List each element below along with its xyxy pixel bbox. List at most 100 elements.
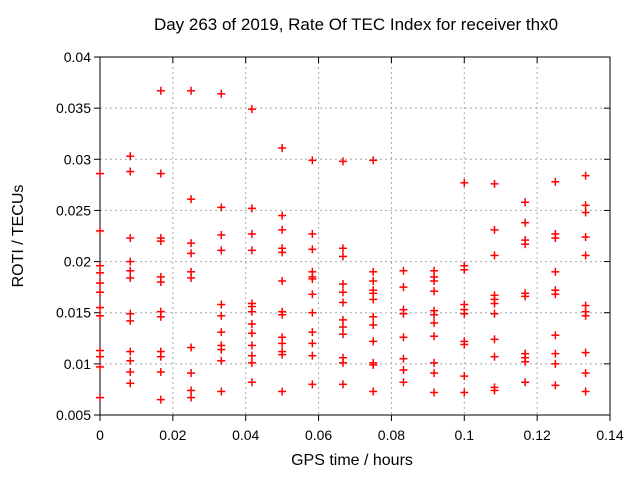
data-point [126, 273, 135, 282]
data-point [187, 249, 196, 258]
data-point [430, 287, 439, 296]
data-point [430, 358, 439, 367]
data-point [278, 144, 287, 153]
data-point [278, 387, 287, 396]
y-axis-label: ROTI / TECUs [10, 185, 27, 288]
data-point [338, 298, 347, 307]
data-point [308, 328, 317, 337]
data-point [521, 218, 530, 227]
data-point [551, 234, 560, 243]
data-point [551, 381, 560, 390]
data-point [460, 340, 469, 349]
data-point [399, 309, 408, 318]
data-point [217, 345, 226, 354]
data-point [581, 171, 590, 180]
data-point [521, 292, 530, 301]
data-point [430, 369, 439, 378]
y-tick-label: 0.02 [64, 254, 91, 270]
data-point [551, 267, 560, 276]
axes [94, 56, 611, 421]
data-point [399, 378, 408, 387]
data-point [278, 225, 287, 234]
data-point [490, 179, 499, 188]
data-point [460, 372, 469, 381]
data-point [581, 369, 590, 378]
data-point [581, 311, 590, 320]
chart-title: Day 263 of 2019, Rate Of TEC Index for r… [154, 15, 558, 34]
data-points [96, 86, 590, 404]
data-point [187, 86, 196, 95]
data-point [96, 352, 104, 361]
data-point [490, 335, 499, 344]
plot-border [99, 56, 611, 416]
data-point [156, 312, 165, 321]
data-point [126, 266, 135, 275]
data-point [399, 283, 408, 292]
data-point [278, 211, 287, 220]
data-point [247, 319, 256, 328]
data-point [156, 169, 165, 178]
data-point [247, 358, 256, 367]
data-point [96, 303, 104, 312]
data-point [187, 386, 196, 395]
data-point [551, 349, 560, 358]
data-point [187, 195, 196, 204]
x-tick-label: 0.14 [596, 427, 623, 443]
data-point [187, 239, 196, 248]
data-point [96, 169, 104, 178]
data-point [247, 341, 256, 350]
data-point [399, 365, 408, 374]
data-point [338, 330, 347, 339]
data-point [156, 278, 165, 287]
data-point [217, 230, 226, 239]
data-point [308, 351, 317, 360]
data-point [217, 89, 226, 98]
data-point [217, 300, 226, 309]
data-point [156, 395, 165, 404]
data-point [581, 201, 590, 210]
y-tick-label: 0.01 [64, 356, 91, 372]
data-point [96, 362, 104, 371]
data-point [369, 387, 378, 396]
x-tick-label: 0.12 [524, 427, 551, 443]
data-point [187, 393, 196, 402]
data-point [308, 339, 317, 348]
y-tick-label: 0.005 [56, 407, 91, 423]
data-point [96, 268, 104, 277]
data-point [247, 329, 256, 338]
data-point [217, 356, 226, 365]
data-point [278, 277, 287, 286]
data-point [490, 309, 499, 318]
data-point [581, 233, 590, 242]
y-tick-label: 0.015 [56, 305, 91, 321]
data-point [369, 267, 378, 276]
data-point [551, 290, 560, 299]
data-point [126, 152, 135, 161]
data-point [338, 244, 347, 253]
data-point [551, 331, 560, 340]
data-point [338, 280, 347, 289]
data-point [521, 357, 530, 366]
data-point [126, 347, 135, 356]
data-point [581, 387, 590, 396]
data-point [96, 226, 104, 235]
data-point [460, 265, 469, 274]
data-point [581, 348, 590, 357]
data-point [217, 203, 226, 212]
data-point [308, 380, 317, 389]
data-point [96, 288, 104, 297]
data-point [187, 273, 196, 282]
data-point [217, 246, 226, 255]
data-point [156, 352, 165, 361]
data-point [278, 310, 287, 319]
y-tick-label: 0.035 [56, 100, 91, 116]
data-point [308, 290, 317, 299]
data-point [126, 368, 135, 377]
data-point [490, 225, 499, 234]
x-tick-label: 0.06 [305, 427, 332, 443]
x-tick-label: 0.08 [378, 427, 405, 443]
data-point [308, 229, 317, 238]
data-point [247, 246, 256, 255]
data-point [217, 311, 226, 320]
